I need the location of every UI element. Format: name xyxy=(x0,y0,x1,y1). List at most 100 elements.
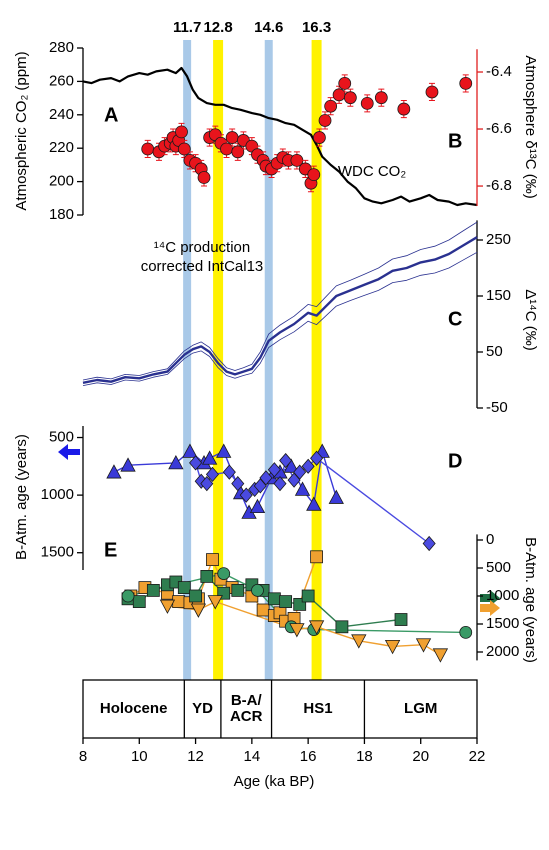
event-band xyxy=(213,40,224,680)
marker xyxy=(259,470,273,486)
event-label: 11.7 xyxy=(173,19,201,36)
marker xyxy=(301,589,315,603)
marker xyxy=(190,603,207,618)
y-tick-label: 1000 xyxy=(486,587,519,604)
y-tick-label: 1500 xyxy=(486,615,519,632)
y-tick-label: 200 xyxy=(49,173,74,190)
marker xyxy=(459,77,473,90)
marker xyxy=(308,620,325,635)
reference-arrow xyxy=(480,590,500,606)
marker xyxy=(177,142,191,156)
marker xyxy=(318,114,332,127)
marker xyxy=(335,620,349,634)
marker xyxy=(120,457,136,472)
marker xyxy=(200,475,214,492)
marker xyxy=(197,171,211,184)
y-axis-label: Δ¹⁴C (‰) xyxy=(522,289,539,350)
y-tick-label: 180 xyxy=(49,206,74,223)
marker xyxy=(231,145,245,159)
x-tick-label: 8 xyxy=(79,748,87,765)
panel-label: D xyxy=(448,450,462,472)
period-box xyxy=(82,679,478,739)
marker xyxy=(205,466,219,482)
marker xyxy=(106,464,122,479)
event-band xyxy=(183,40,192,680)
period-label: B-A/ xyxy=(231,692,263,709)
period-label: HS1 xyxy=(303,700,332,717)
y-tick-label: 2000 xyxy=(486,643,519,660)
x-tick-label: 10 xyxy=(131,748,148,765)
marker xyxy=(332,88,346,102)
x-tick-label: 20 xyxy=(412,748,429,765)
period-label: LGM xyxy=(404,700,437,717)
period-label: ACR xyxy=(230,708,263,725)
marker xyxy=(256,603,270,617)
annotation: corrected IntCal13 xyxy=(141,258,264,275)
y-tick-label: 220 xyxy=(49,139,74,156)
marker xyxy=(324,99,338,113)
y-tick-label: 1000 xyxy=(41,486,74,503)
marker xyxy=(328,489,344,504)
y-axis-label: B-Atm. age (years) xyxy=(522,537,539,663)
marker xyxy=(121,589,135,603)
marker xyxy=(283,458,299,473)
marker xyxy=(206,553,219,566)
marker xyxy=(175,125,188,139)
data-line xyxy=(82,66,478,207)
marker xyxy=(251,584,264,597)
marker xyxy=(289,623,305,638)
marker xyxy=(279,452,293,469)
marker xyxy=(425,85,439,99)
reference-arrow xyxy=(58,444,80,460)
marker xyxy=(343,91,357,105)
marker xyxy=(168,455,184,470)
marker xyxy=(338,77,352,90)
data-line xyxy=(82,236,478,384)
panel-label: E xyxy=(104,539,117,561)
marker xyxy=(310,450,324,466)
envelope-line xyxy=(82,221,478,381)
y-tick-label: -6.4 xyxy=(486,63,512,80)
marker xyxy=(273,475,287,492)
panel-label: C xyxy=(448,308,462,330)
marker xyxy=(306,496,322,511)
marker xyxy=(132,595,146,608)
marker xyxy=(432,648,449,663)
marker xyxy=(239,487,253,503)
marker xyxy=(279,595,293,608)
y-tick-label: 280 xyxy=(49,39,74,56)
y-axis-label: Atmosphere δ¹³C (‰) xyxy=(522,55,539,198)
y-tick-label: 240 xyxy=(49,106,74,123)
marker xyxy=(172,595,186,608)
marker xyxy=(189,455,203,471)
x-tick-label: 16 xyxy=(300,748,317,765)
marker xyxy=(310,550,323,564)
annotation: ¹⁴C production xyxy=(154,239,251,256)
marker xyxy=(415,638,432,653)
marker xyxy=(374,91,388,105)
y-tick-label: -6.8 xyxy=(486,177,512,194)
x-tick-label: 22 xyxy=(469,748,486,765)
marker xyxy=(287,472,301,488)
event-label: 16.3 xyxy=(302,19,331,36)
marker xyxy=(146,584,160,597)
period-label: YD xyxy=(192,700,213,717)
event-label: 12.8 xyxy=(203,19,232,36)
reference-arrow xyxy=(480,600,500,616)
y-axis-label: Atmospheric CO₂ (ppm) xyxy=(13,51,30,210)
y-axis-label: B-Atm. age (years) xyxy=(13,434,30,560)
marker xyxy=(189,589,202,603)
marker xyxy=(253,478,267,494)
marker xyxy=(351,634,367,649)
y-tick-label: 50 xyxy=(486,343,503,360)
marker xyxy=(293,464,307,480)
y-tick-label: 1500 xyxy=(41,544,74,561)
y-tick-label: 500 xyxy=(486,559,511,576)
marker xyxy=(307,168,321,182)
marker xyxy=(201,450,218,465)
y-tick-label: 150 xyxy=(486,287,511,304)
marker xyxy=(220,142,233,156)
y-tick-label: -50 xyxy=(486,399,508,416)
marker xyxy=(360,96,374,110)
